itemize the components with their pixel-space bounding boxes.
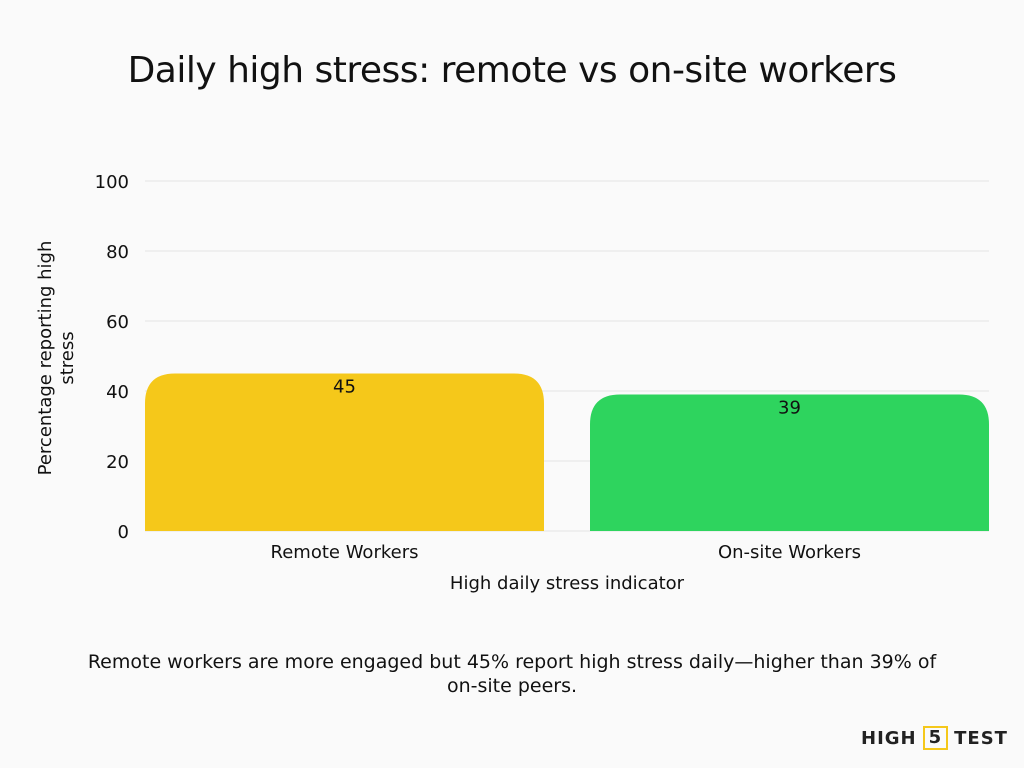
logo-text-left: HIGH — [861, 727, 917, 749]
logo-five: 5 — [922, 726, 949, 750]
data-label: 39 — [778, 398, 801, 419]
logo-text-right: TEST — [954, 727, 1008, 749]
chart-caption: Remote workers are more engaged but 45% … — [87, 651, 937, 697]
y-tick-label: 100 — [95, 172, 129, 193]
data-label: 45 — [333, 377, 356, 398]
y-tick-label: 60 — [106, 312, 129, 333]
y-tick-label: 0 — [118, 522, 129, 543]
x-axis-label: High daily stress indicator — [450, 573, 685, 594]
y-axis-label: Percentage reporting highstress — [35, 241, 78, 476]
bar-chart: 0 20 40 60 80 100 45 Remote Workers 39 On-site Wo… — [35, 172, 989, 594]
y-tick-label: 20 — [106, 452, 129, 473]
brand-logo: HIGH 5 TEST — [861, 726, 1008, 750]
x-tick-label: On-site Workers — [718, 542, 861, 563]
y-tick-label: 40 — [106, 382, 129, 403]
y-tick-label: 80 — [106, 242, 129, 263]
chart-title: Daily high stress: remote vs on-site wor… — [127, 50, 897, 91]
x-tick-label: Remote Workers — [271, 542, 419, 563]
bar-1 — [590, 394, 989, 531]
bar-0 — [145, 373, 544, 531]
